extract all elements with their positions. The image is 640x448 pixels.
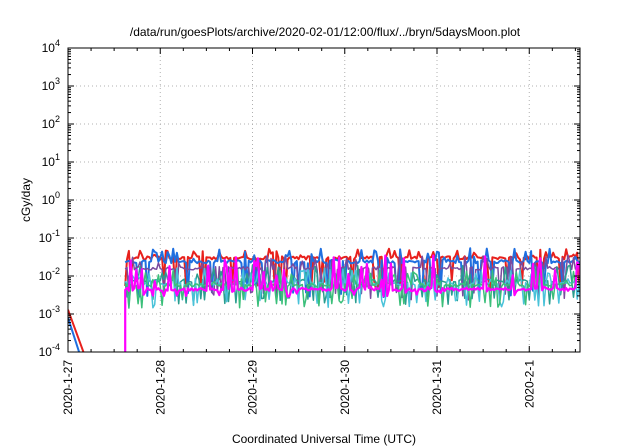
y-tick-label: 104 <box>42 38 60 55</box>
series-line <box>124 268 580 309</box>
x-tick-label: 2020-1-30 <box>338 360 352 415</box>
y-tick-label: 10-2 <box>39 266 60 283</box>
y-tick-label: 10-1 <box>39 228 60 245</box>
x-tick-label: 2020-1-29 <box>246 360 260 415</box>
y-tick-label: 10-4 <box>39 342 60 359</box>
plot-area <box>68 247 580 352</box>
y-tick-label: 10-3 <box>39 304 60 321</box>
y-axis: 10-4 10-3 10-2 10-1 100 101 102 103 104 <box>39 38 580 359</box>
y-tick-label: 103 <box>42 76 60 93</box>
y-tick-label: 102 <box>42 114 60 131</box>
x-tick-label: 2020-1-28 <box>153 360 167 415</box>
y-axis-label: cGy/day <box>19 178 33 222</box>
chart-title: /data/run/goesPlots/archive/2020-02-01/1… <box>130 25 521 39</box>
y-tick-label: 100 <box>42 190 60 207</box>
x-tick-label: 2020-1-27 <box>61 360 75 415</box>
y-tick-label: 101 <box>42 152 60 169</box>
series-line <box>124 254 580 352</box>
x-tick-label: 2020-2-1 <box>522 360 536 408</box>
series-line <box>68 247 580 352</box>
x-axis: 2020-1-27 2020-1-28 2020-1-29 2020-1-30 2020… <box>61 48 576 415</box>
x-axis-label: Coordinated Universal Time (UTC) <box>232 432 416 446</box>
grid <box>68 48 580 352</box>
x-tick-label: 2020-1-31 <box>430 360 444 415</box>
